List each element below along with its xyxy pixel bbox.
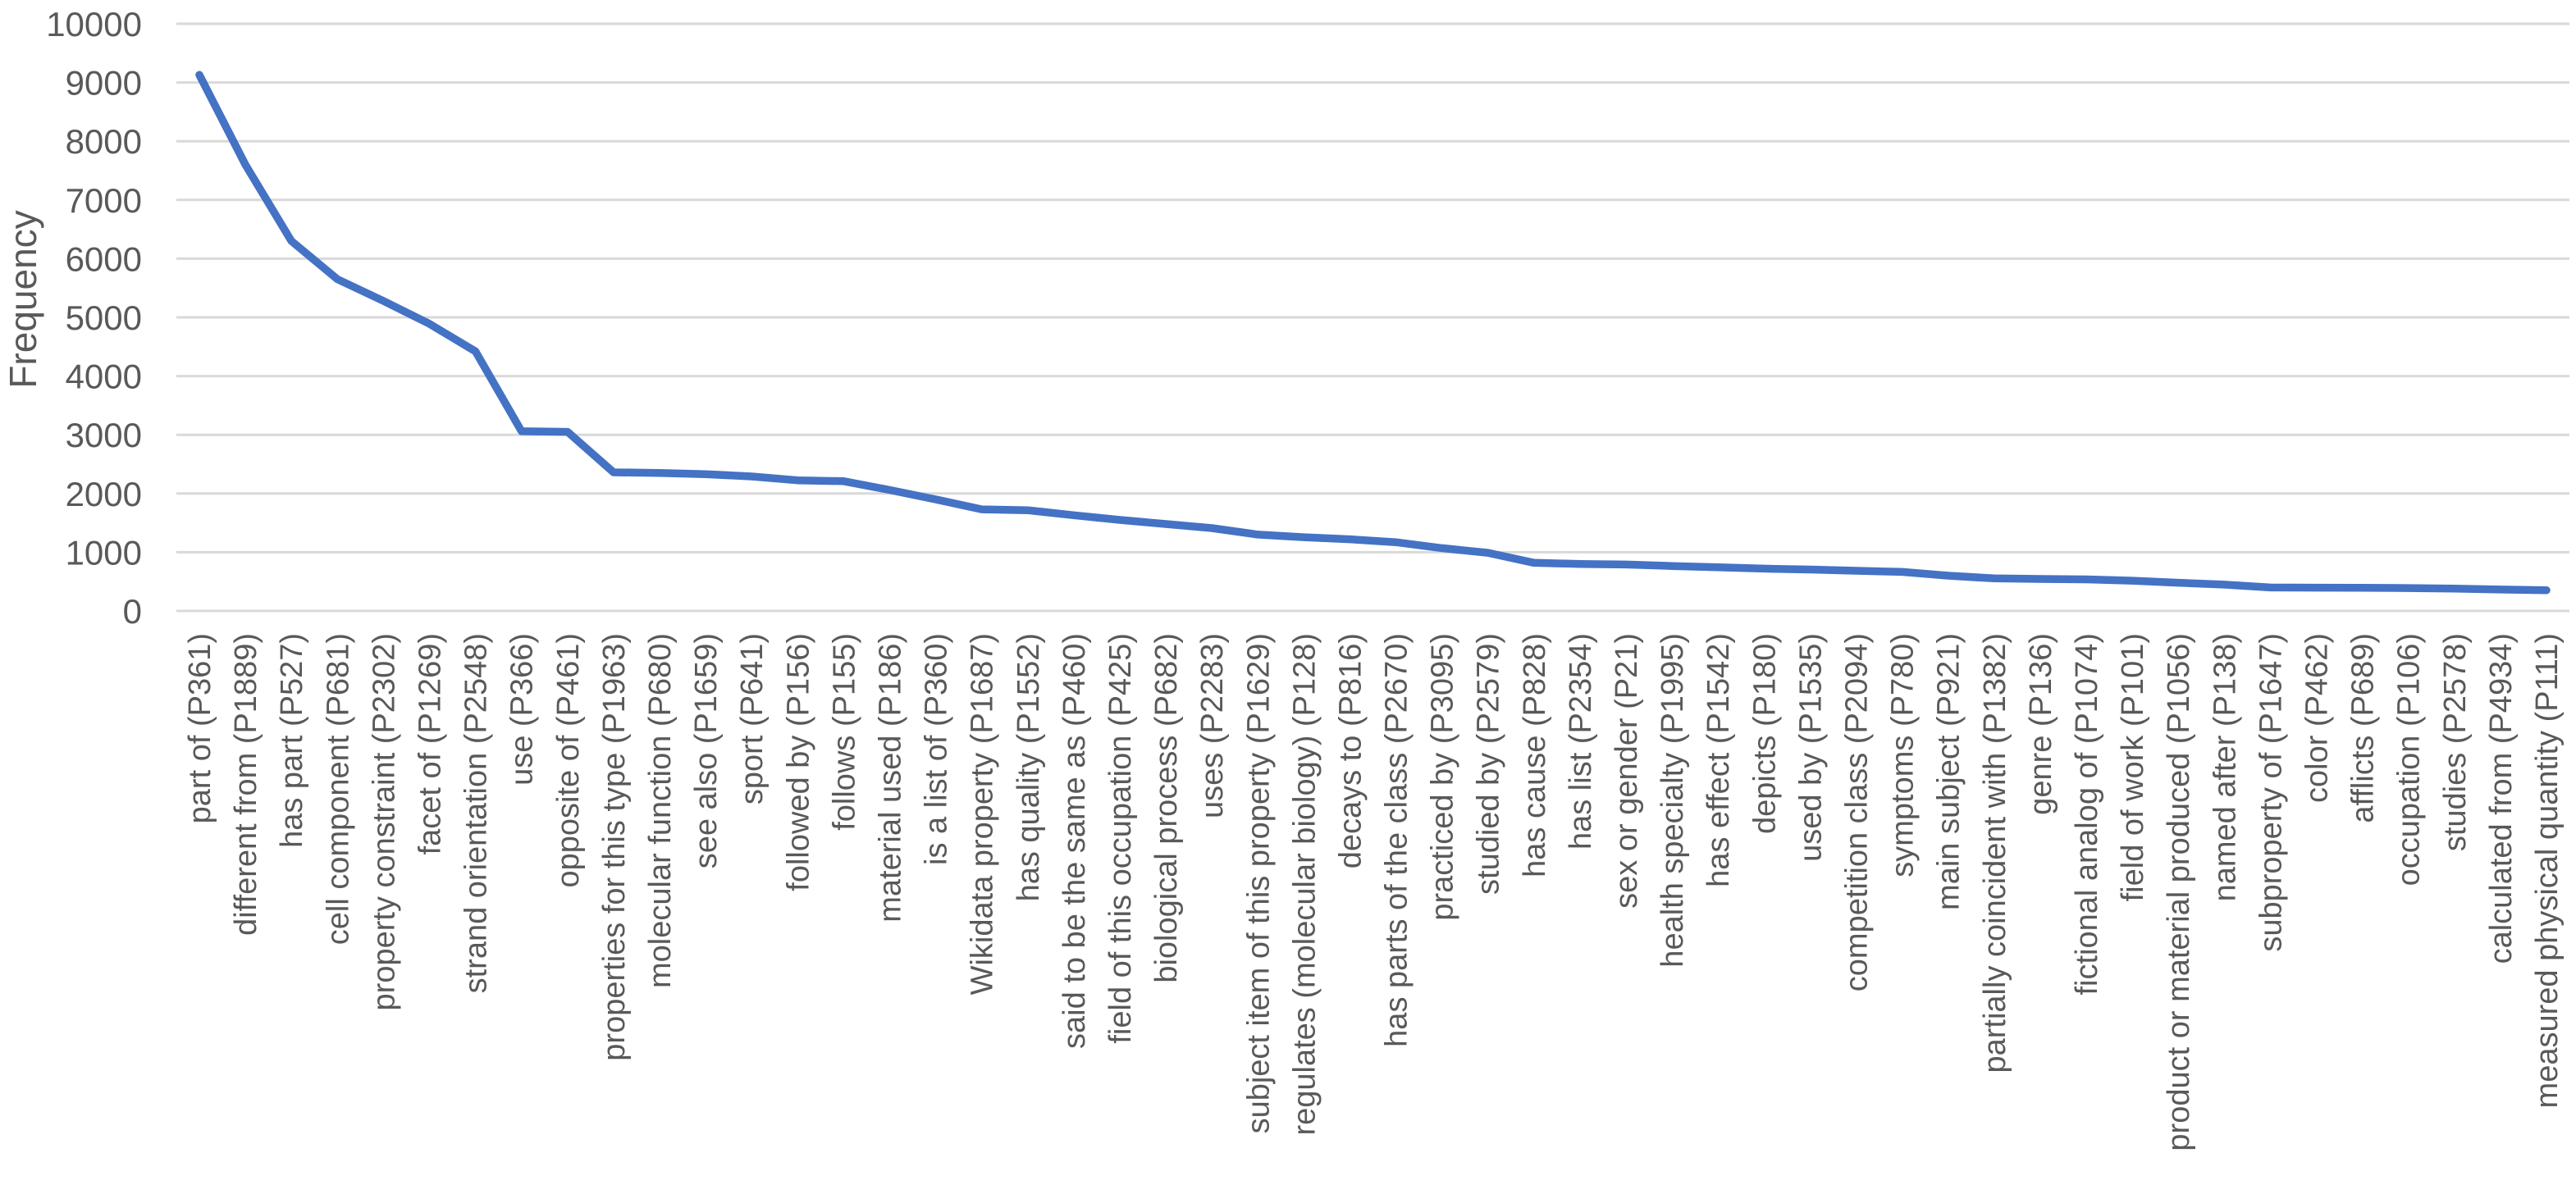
x-axis-category-label: said to be the same as (P460) [1057,633,1092,1049]
x-axis-category-label: biological process (P682) [1149,633,1184,983]
x-axis-category-label: has effect (P1542) [1701,633,1736,887]
y-tick-label: 4000 [66,358,142,396]
x-axis-category-label: regulates (molecular biology) (P128) [1287,633,1322,1136]
x-axis-category-label: material used (P186) [873,633,907,923]
y-tick-label: 5000 [66,298,142,337]
x-axis-category-label: partially coincident with (P1382) [1978,633,2012,1073]
x-axis-category-label: is a list of (P360) [920,633,954,865]
x-axis-category-label: Wikidata property (P1687) [966,633,1000,995]
x-axis-category-label: occupation (P106) [2392,633,2427,886]
y-tick-label: 8000 [66,122,142,161]
x-axis-category-label: opposite of (P461) [551,633,586,888]
x-axis-category-label: competition class (P2094) [1840,633,1875,991]
x-axis-category-label: property constraint (P2302) [367,633,401,1010]
y-tick-label: 2000 [66,475,142,513]
x-axis-category-label: subproperty of (P1647) [2254,633,2288,952]
x-axis-category-label: studies (P2578) [2438,633,2473,851]
x-axis-category-label: followed by (P156) [781,633,815,891]
x-axis-category-label: practiced by (P3095) [1426,633,1460,921]
x-axis-category-label: has part (P527) [275,633,309,848]
x-axis-category-label: health specialty (P1995) [1656,633,1690,968]
x-axis-category-label: see also (P1659) [689,633,724,868]
x-axis-category-label: follows (P155) [827,633,861,831]
x-axis-category-label: named after (P138) [2208,633,2242,901]
x-axis-category-label: field of this occupation (P425) [1103,633,1138,1044]
x-axis-category-label: calculated from (P4934) [2484,633,2519,964]
y-tick-label: 10000 [46,5,142,43]
gridlines [176,22,2569,613]
x-axis-category-label: sport (P641) [735,633,770,804]
x-axis-category-label: has cause (P828) [1518,633,1552,877]
x-axis-category-label: has parts of the class (P2670) [1380,633,1414,1047]
x-axis-category-label: uses (P2283) [1195,633,1230,818]
x-axis-category-label: main subject (P921) [1932,633,1966,910]
x-axis-category-label: product or material produced (P1056) [2162,633,2196,1151]
y-tick-label: 7000 [66,181,142,220]
y-tick-label: 3000 [66,416,142,454]
x-axis-category-label: measured physical quantity (P111) [2530,633,2565,1108]
x-axis-category-label: subject item of this property (P1629) [1241,633,1276,1133]
x-axis-category-label: strand orientation (P2548) [459,633,494,993]
frequency-series-line [195,71,2551,595]
x-axis-category-label: cell component (P681) [321,633,355,945]
x-axis-category-label: field of work (P101) [2116,633,2150,901]
x-axis-category-label: symptoms (P780) [1886,633,1921,877]
x-axis-category-label: color (P462) [2300,633,2334,803]
y-tick-label: 0 [123,592,142,631]
x-axis-category-label: different from (P1889) [229,633,263,936]
x-axis-category-label: studied by (P2579) [1472,633,1506,895]
x-axis-category-label: depicts (P180) [1747,633,1782,834]
x-axis-category-labels: part of (P361) different from (P1889) has … [183,633,2565,1151]
y-axis-tick-labels: 0 1000 2000 3000 4000 5000 6000 7000 8000 9000 100… [46,5,142,631]
x-axis-category-label: facet of (P1269) [413,633,448,854]
x-axis-category-label: properties for this type (P1963) [597,633,632,1061]
x-axis-category-label: used by (P1535) [1793,633,1828,862]
y-tick-label: 1000 [66,533,142,572]
x-axis-category-label: molecular function (P680) [643,633,678,988]
x-axis-category-label: sex or gender (P21) [1610,633,1644,909]
x-axis-category-label: afflicts (P689) [2346,633,2381,823]
x-axis-category-label: has quality (P1552) [1012,633,1046,901]
y-tick-label: 6000 [66,239,142,278]
x-axis-category-label: has list (P2354) [1564,633,1598,850]
x-axis-category-label: use (P366) [505,633,540,786]
y-axis-title: Frequency [2,210,44,388]
x-axis-category-label: part of (P361) [183,633,217,823]
x-axis-category-label: decays to (P816) [1333,633,1368,868]
x-axis-category-label: fictional analog of (P1074) [2070,633,2104,996]
x-axis-category-label: genre (P136) [2024,633,2058,815]
y-tick-label: 9000 [66,64,142,103]
